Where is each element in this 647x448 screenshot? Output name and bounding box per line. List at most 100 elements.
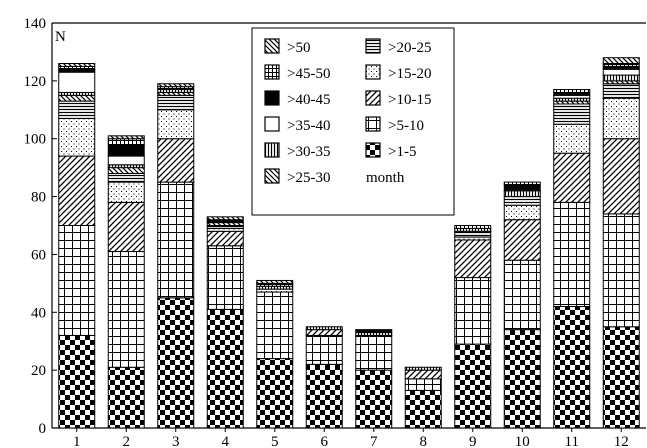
bar-segment bbox=[404, 389, 442, 429]
bar-segment bbox=[107, 181, 145, 203]
bar-segment bbox=[454, 225, 492, 229]
y-tick-label: 140 bbox=[24, 16, 47, 32]
bar-segment bbox=[58, 100, 96, 119]
legend-label: >20-25 bbox=[388, 40, 431, 56]
bar-segment bbox=[602, 138, 640, 215]
x-tick-label: 9 bbox=[469, 434, 477, 448]
legend-label: >5-10 bbox=[388, 118, 424, 134]
bar-segment bbox=[107, 135, 145, 140]
bar-segment bbox=[503, 219, 541, 261]
x-tick-labels: 1 2 3 4 5 6 7 8 9 10 11 12 bbox=[73, 428, 629, 448]
bar-segment bbox=[256, 279, 294, 284]
bar-segment bbox=[157, 83, 195, 88]
bar-segment bbox=[454, 230, 492, 238]
y-tick-label: 80 bbox=[31, 190, 46, 206]
y-tick-label: 0 bbox=[39, 421, 47, 437]
bar-segment bbox=[404, 369, 442, 380]
bar-segment bbox=[58, 117, 96, 157]
x-tick-label: 7 bbox=[370, 434, 378, 448]
x-tick-label: 8 bbox=[420, 434, 428, 448]
bar-segment bbox=[454, 277, 492, 345]
bar-segment bbox=[58, 71, 96, 93]
x-tick-label: 11 bbox=[565, 434, 579, 448]
bar-segment bbox=[553, 152, 591, 203]
y-tick-label: 100 bbox=[24, 132, 47, 148]
bar-segment bbox=[305, 334, 343, 365]
legend-swatch bbox=[264, 142, 280, 158]
bar-segment bbox=[206, 216, 244, 221]
legend-label: >15-20 bbox=[388, 66, 431, 82]
bar-segment bbox=[305, 363, 343, 429]
bar-segment bbox=[256, 358, 294, 429]
legend-label: >25-30 bbox=[287, 170, 330, 186]
legend-swatch bbox=[264, 90, 280, 106]
bar-segment bbox=[107, 144, 145, 157]
bar-segment bbox=[602, 213, 640, 328]
legend-label: >40-45 bbox=[287, 92, 330, 108]
bar-segment bbox=[107, 366, 145, 429]
y-tick-label: 60 bbox=[31, 247, 46, 263]
bar-segment bbox=[157, 109, 195, 140]
bar-segment bbox=[107, 172, 145, 183]
y-tick-label: 120 bbox=[24, 74, 47, 90]
legend-swatch bbox=[264, 116, 280, 132]
bar-segment bbox=[503, 184, 541, 192]
bar-segment bbox=[157, 94, 195, 111]
y-tick-label: 20 bbox=[31, 363, 46, 379]
bar-segment bbox=[107, 201, 145, 253]
bar-segment bbox=[454, 343, 492, 429]
bar-segment bbox=[157, 297, 195, 429]
bar-segment bbox=[58, 334, 96, 429]
bar-segment bbox=[602, 83, 640, 99]
bar-segment bbox=[503, 196, 541, 206]
legend-title: month bbox=[366, 170, 405, 186]
bar-segment bbox=[454, 239, 492, 279]
legend-swatch bbox=[264, 64, 280, 80]
x-tick-label: 10 bbox=[515, 434, 530, 448]
bar-segment bbox=[305, 329, 343, 336]
bar-segment bbox=[553, 103, 591, 125]
bar-segment bbox=[503, 259, 541, 331]
x-tick-label: 12 bbox=[614, 434, 629, 448]
axes: 0 20 40 60 80 100 120 140 bbox=[24, 16, 646, 437]
x-tick-label: 2 bbox=[123, 434, 131, 448]
legend-swatch bbox=[365, 64, 381, 80]
legend-label: >50 bbox=[287, 40, 310, 56]
bar-segment bbox=[553, 123, 591, 154]
y-axis-label: N bbox=[55, 29, 66, 45]
bar-segment bbox=[157, 138, 195, 183]
bar-segment bbox=[503, 204, 541, 221]
bar-segment bbox=[503, 329, 541, 429]
bar-segment bbox=[553, 201, 591, 308]
bar-segment bbox=[602, 97, 640, 140]
x-tick-label: 4 bbox=[222, 434, 230, 448]
legend-swatch bbox=[365, 38, 381, 54]
legend-swatch bbox=[264, 38, 280, 54]
bar-segment bbox=[602, 74, 640, 82]
bar-segment bbox=[206, 230, 244, 247]
legend-swatch bbox=[264, 168, 280, 184]
bar-segment bbox=[206, 245, 244, 310]
bar-segment bbox=[256, 291, 294, 360]
legend-label: >10-15 bbox=[388, 92, 431, 108]
x-tick-label: 3 bbox=[172, 434, 180, 448]
bar-segment bbox=[553, 306, 591, 429]
bar-segment bbox=[157, 181, 195, 299]
x-tick-label: 1 bbox=[73, 434, 81, 448]
bar-segment bbox=[58, 63, 96, 67]
legend-label: >35-40 bbox=[287, 118, 330, 134]
y-tick-label: 40 bbox=[31, 305, 46, 321]
bar-segment bbox=[602, 68, 640, 76]
bar-segment bbox=[107, 251, 145, 368]
legend-box bbox=[251, 27, 455, 216]
bar-segment bbox=[58, 225, 96, 336]
bar-segment bbox=[404, 366, 442, 371]
bar-segment bbox=[503, 181, 541, 186]
bar-segment bbox=[355, 329, 393, 334]
bar-segment bbox=[107, 167, 145, 174]
legend-swatch bbox=[365, 90, 381, 106]
bar-segment bbox=[355, 334, 393, 371]
bar-segment bbox=[602, 57, 640, 65]
bar-segment bbox=[58, 94, 96, 102]
